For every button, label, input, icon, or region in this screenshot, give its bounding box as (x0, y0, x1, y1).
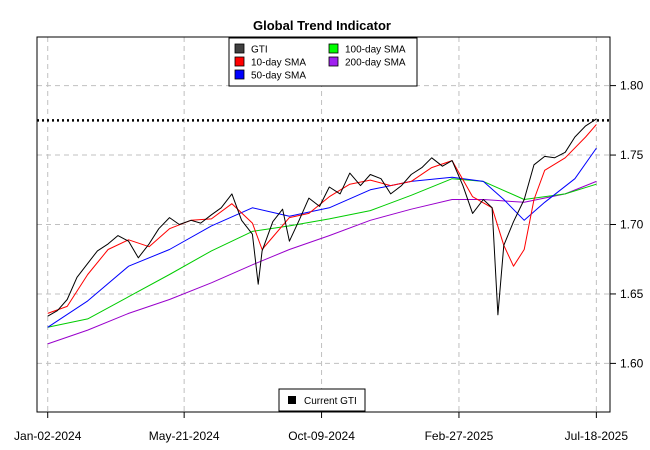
x-tick-label: Jan-02-2024 (14, 429, 82, 443)
x-axis: Jan-02-2024 May-21-2024 Oct-09-2024 Feb-27-… (14, 412, 628, 443)
legend-label: GTI (251, 45, 268, 56)
chart-title: Global Trend Indicator (253, 18, 391, 33)
legend-swatch (328, 56, 339, 67)
x-tick-label: Oct-09-2024 (288, 429, 355, 443)
series-line-10-day-sma (47, 124, 597, 314)
y-tick-label: 1.60 (620, 356, 644, 370)
legend-swatch (328, 43, 339, 54)
current-gti-label: Current GTI (304, 396, 357, 407)
y-tick-label: 1.75 (620, 148, 644, 162)
legend-swatch (234, 69, 245, 80)
legend-swatch (234, 56, 245, 67)
legend-label: 50-day SMA (251, 71, 306, 82)
legend-label: 100-day SMA (345, 45, 406, 56)
legend-label: 200-day SMA (345, 58, 406, 69)
y-tick-label: 1.65 (620, 287, 644, 301)
x-tick-label: May-21-2024 (149, 429, 220, 443)
legend: GTI 10-day SMA 50-day SMA 100-day SMA 200-da… (228, 37, 418, 87)
series-layer (47, 118, 597, 345)
current-gti-swatch (288, 396, 296, 404)
y-tick-label: 1.80 (620, 79, 644, 93)
legend-swatch (234, 43, 245, 54)
series-line-200-day-sma (47, 180, 597, 345)
x-tick-label: Jul-18-2025 (565, 429, 629, 443)
y-axis: 1.60 1.65 1.70 1.75 1.80 (610, 79, 644, 370)
current-gti-legend: Current GTI (278, 388, 366, 412)
x-tick-label: Feb-27-2025 (425, 429, 494, 443)
grid (37, 37, 610, 412)
series-line-gti (47, 118, 597, 317)
current-gti-legend-box (278, 388, 366, 412)
series-line-100-day-sma (47, 178, 597, 328)
y-tick-label: 1.70 (620, 218, 644, 232)
legend-box (228, 37, 418, 87)
legend-label: 10-day SMA (251, 58, 306, 69)
